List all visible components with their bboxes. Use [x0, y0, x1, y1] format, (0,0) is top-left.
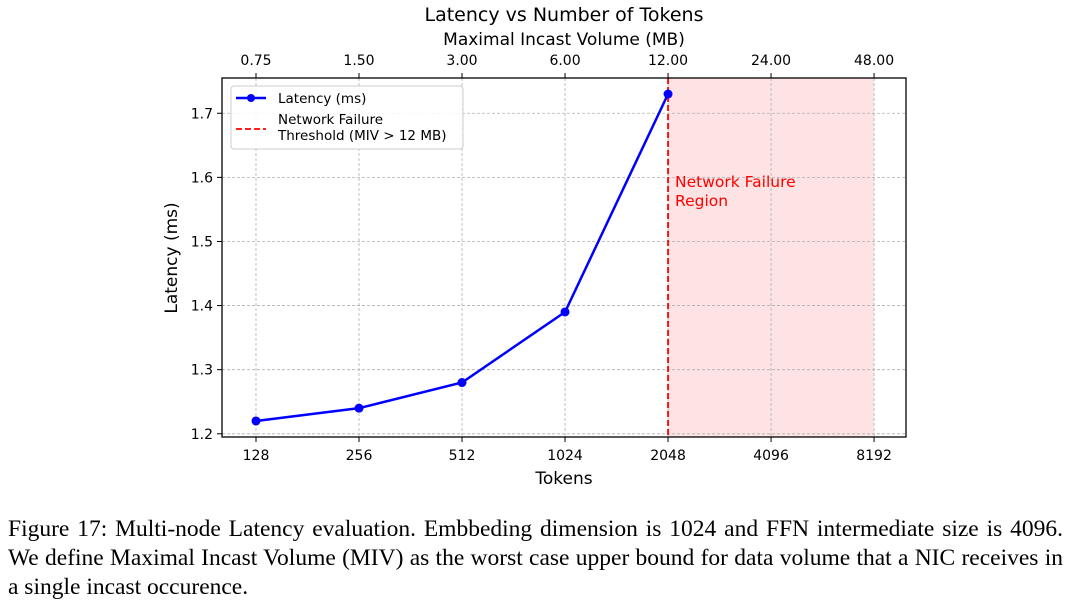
- latency-chart: 128 0.75 256 1.50 512 3.00 1024 6.00 2048 12.00 40…: [162, 4, 907, 489]
- legend-label-latency: Latency (ms): [278, 91, 366, 107]
- figure-caption: Figure 17: Multi-node Latency evaluation…: [8, 516, 1063, 600]
- top-x-axis-label: Maximal Incast Volume (MB): [443, 30, 685, 50]
- latency-point: [251, 416, 261, 426]
- x-tick-label: 2048: [650, 448, 686, 464]
- latency-point: [354, 403, 364, 413]
- legend-label-threshold-2: Threshold (MIV > 12 MB): [277, 128, 447, 144]
- plot-frame: [221, 77, 907, 438]
- top-x-tick-label: 3.00: [446, 53, 477, 69]
- x-tick-label: 1024: [547, 448, 583, 464]
- latency-point: [560, 307, 570, 317]
- latency-point: [663, 89, 673, 99]
- y-tick-label: 1.6: [191, 170, 213, 186]
- region-label-line1: Network Failure: [675, 173, 796, 191]
- y-tick-label: 1.3: [191, 363, 213, 379]
- x-tick-label: 128: [243, 448, 270, 464]
- top-x-tick-label: 12.00: [648, 53, 688, 69]
- chart-title: Latency vs Number of Tokens: [425, 4, 704, 26]
- legend-marker-latency: [247, 94, 255, 102]
- y-tick-label: 1.2: [191, 427, 213, 443]
- legend: Latency (ms) Network Failure Threshold (…: [230, 85, 464, 150]
- x-tick-label: 8192: [856, 448, 892, 464]
- top-x-tick-label: 48.00: [854, 53, 894, 69]
- x-tick-label: 4096: [753, 448, 789, 464]
- y-axis-label: Latency (ms): [162, 202, 182, 313]
- region-label-line2: Region: [675, 192, 728, 210]
- top-x-tick-label: 24.00: [751, 53, 791, 69]
- top-x-tick-label: 6.00: [549, 53, 580, 69]
- legend-label-threshold-1: Network Failure: [278, 112, 383, 128]
- top-x-tick-label: 0.75: [240, 53, 271, 69]
- x-tick-label: 512: [449, 448, 476, 464]
- top-x-tick-label: 1.50: [343, 53, 374, 69]
- latency-point: [457, 378, 467, 388]
- y-tick-label: 1.4: [191, 299, 213, 315]
- failure-region: [668, 78, 875, 437]
- y-tick-label: 1.7: [191, 106, 213, 122]
- x-tick-label: 256: [346, 448, 373, 464]
- y-tick-label: 1.5: [191, 234, 213, 250]
- x-axis-label: Tokens: [534, 469, 592, 489]
